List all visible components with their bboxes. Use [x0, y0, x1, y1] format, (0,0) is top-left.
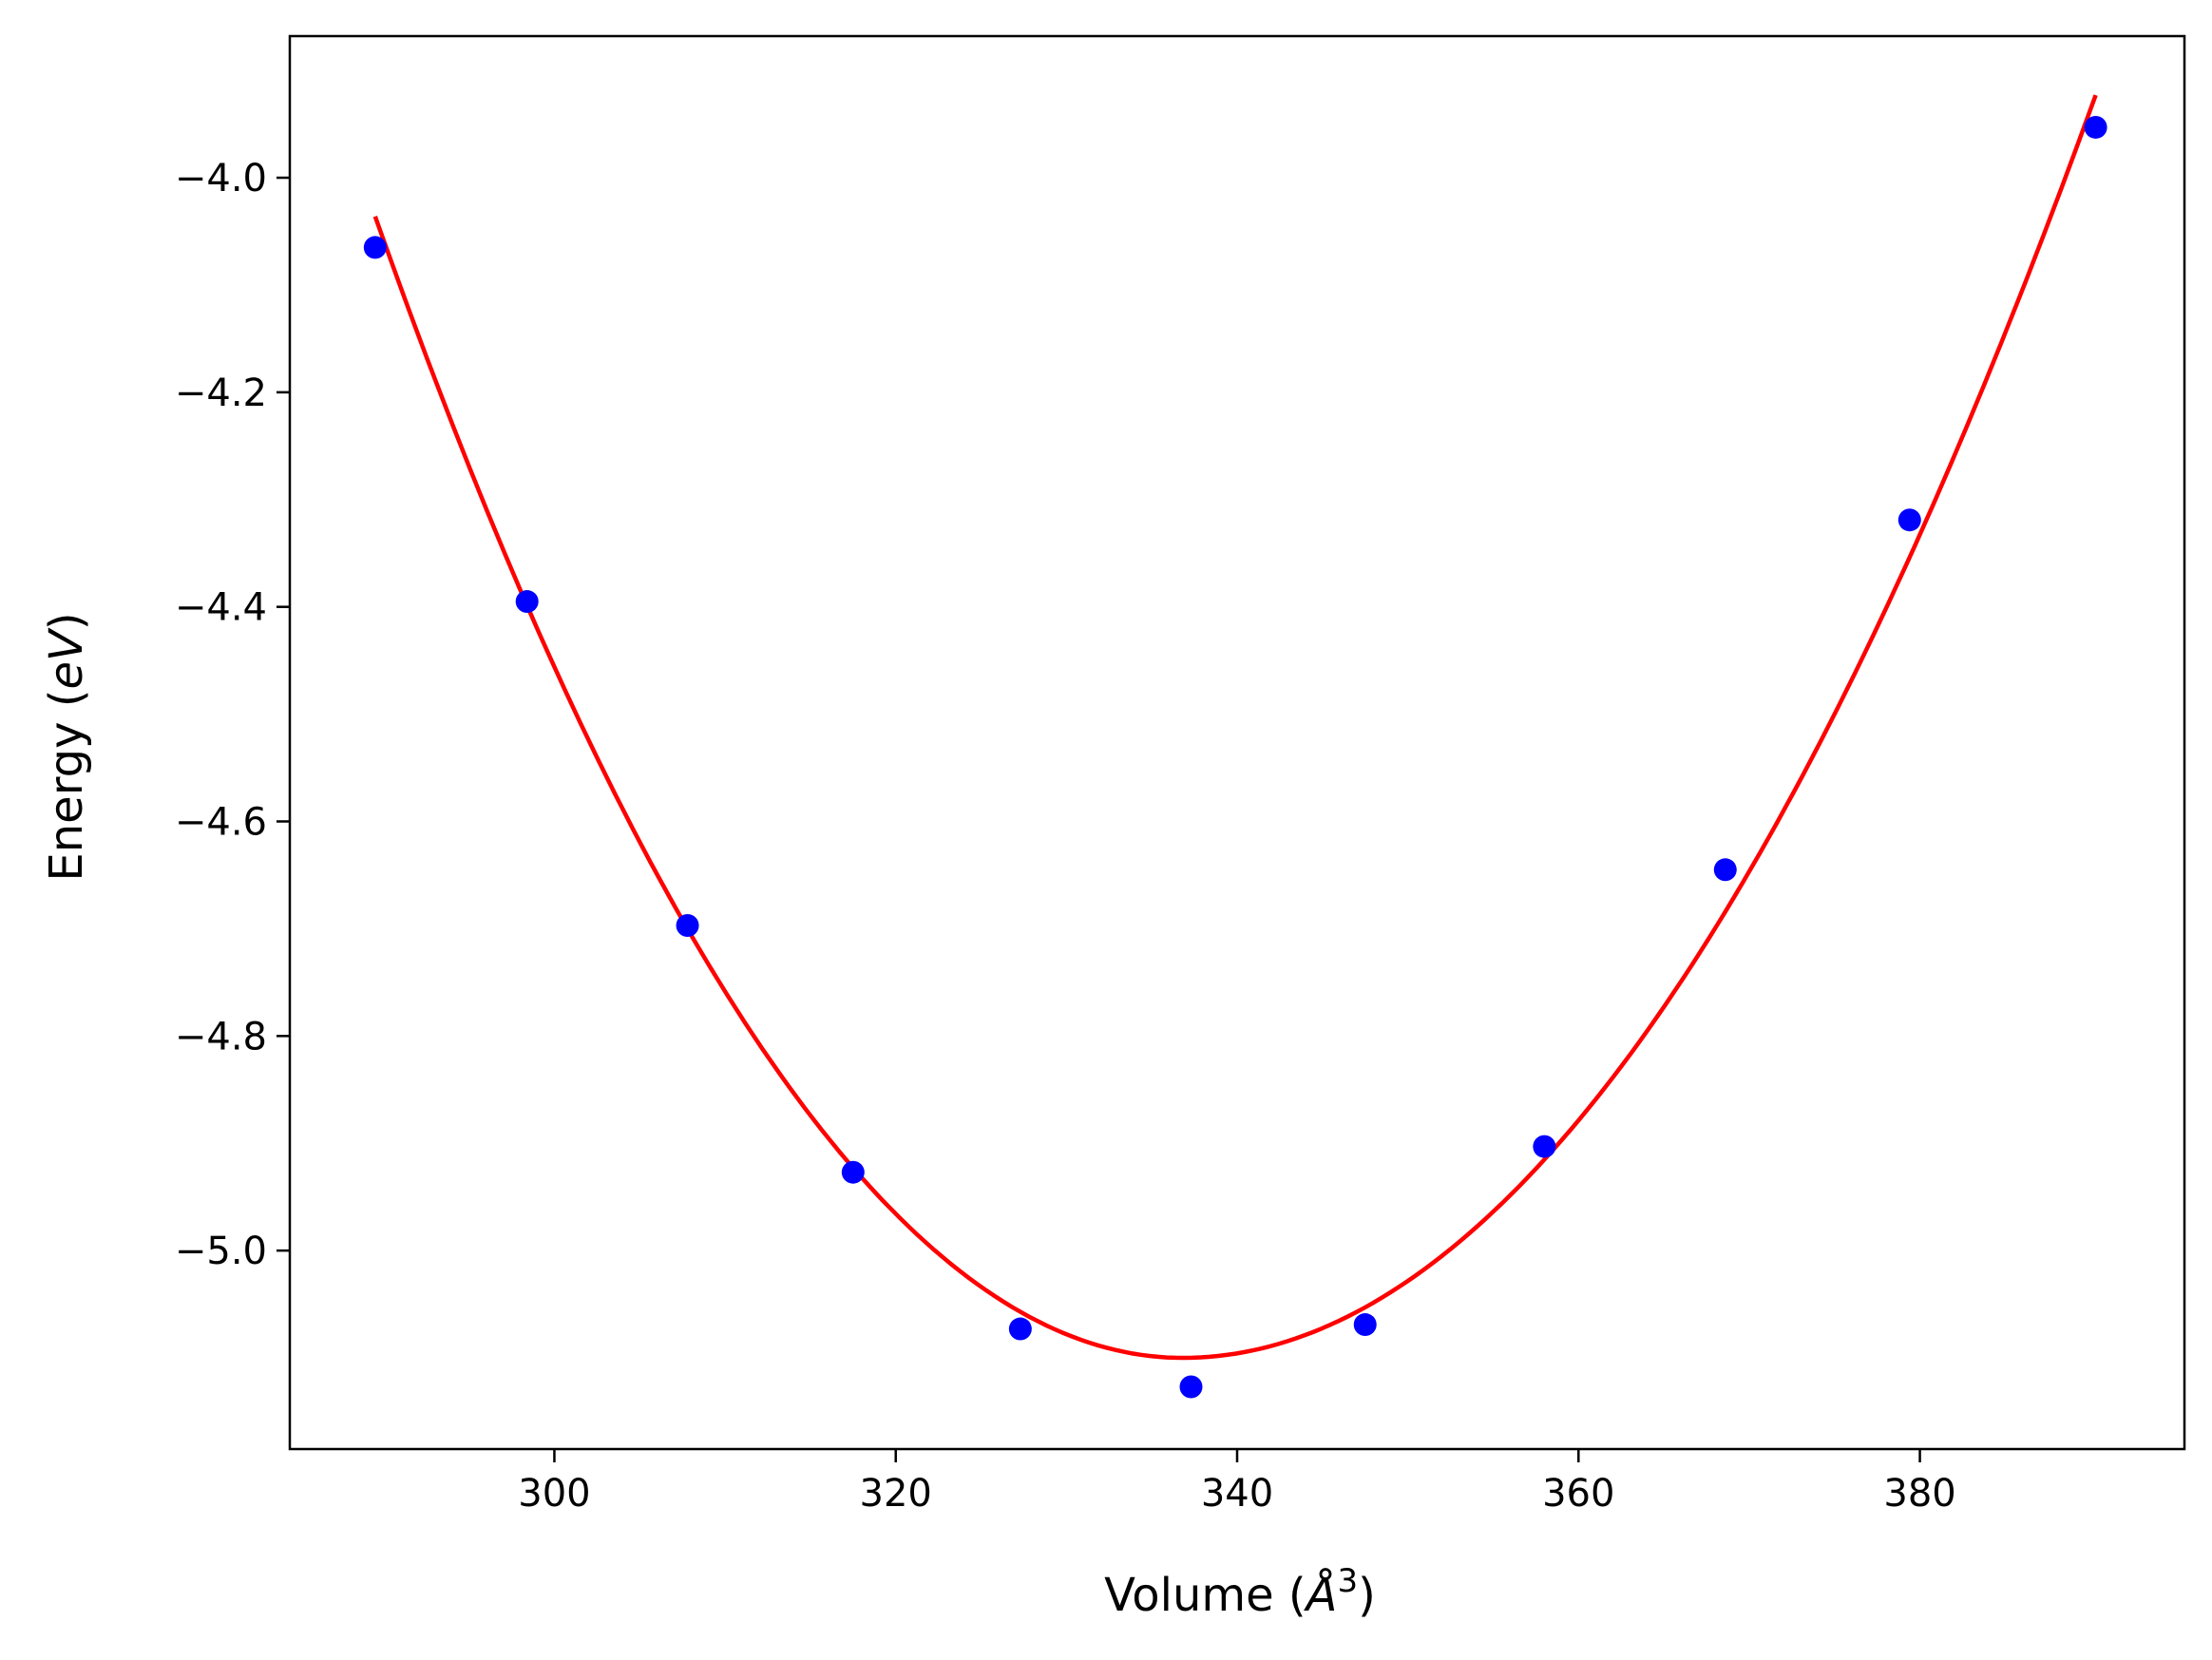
y-tick-label: −4.2: [175, 372, 267, 415]
data-point: [1713, 858, 1737, 882]
x-tick-label: 300: [518, 1472, 590, 1516]
data-point: [1897, 508, 1921, 532]
x-tick-label: 340: [1201, 1472, 1273, 1516]
data-point: [1179, 1375, 1203, 1399]
x-axis-unit-symbol: Å: [1304, 1568, 1338, 1622]
x-tick-label: 360: [1542, 1472, 1614, 1516]
y-axis-title: Energy (eV): [40, 612, 93, 881]
data-point: [1353, 1313, 1377, 1337]
data-point: [676, 914, 699, 938]
data-point: [841, 1160, 865, 1184]
y-tick-label: −4.8: [175, 1015, 267, 1059]
y-tick-label: −4.6: [175, 800, 267, 844]
data-point: [2084, 115, 2107, 139]
x-axis-label: Volume: [1104, 1569, 1274, 1622]
x-axis-title: Volume (Å3): [1104, 1562, 1376, 1622]
data-point: [1533, 1135, 1556, 1158]
data-point: [363, 236, 387, 259]
y-axis-label: Energy: [40, 722, 93, 882]
y-tick-label: −4.0: [175, 157, 267, 200]
x-tick-label: 320: [860, 1472, 932, 1516]
y-tick-label: −4.4: [175, 586, 267, 630]
y-axis-ticks: −4.0 −4.2 −4.4 −4.6 −4.8 −5.0: [175, 157, 290, 1273]
data-point: [515, 590, 539, 614]
x-axis-unit-power: 3: [1337, 1562, 1358, 1600]
data-point: [1008, 1317, 1032, 1341]
x-tick-label: 380: [1883, 1472, 1955, 1516]
x-axis-ticks: 300 320 340 360 380: [518, 1449, 1956, 1516]
y-axis-unit: eV: [40, 627, 93, 690]
fit-curve-line: [372, 94, 2098, 1361]
y-tick-label: −5.0: [175, 1230, 267, 1273]
plot-area: [363, 94, 2107, 1399]
